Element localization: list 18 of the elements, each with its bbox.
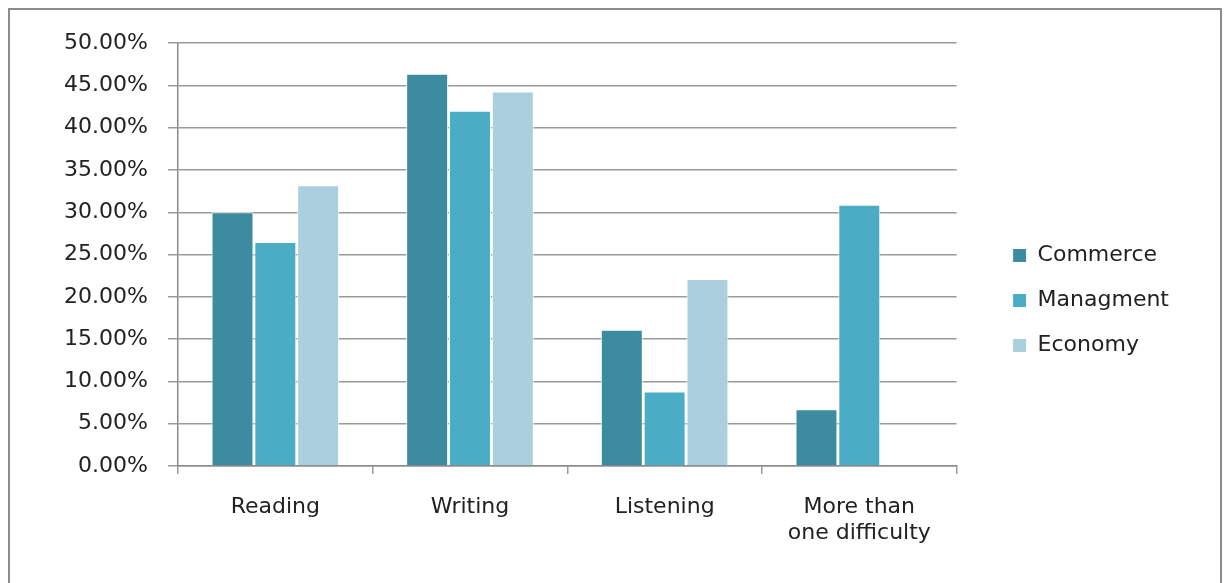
y-tick-label: 25.00% [64,240,148,266]
x-tick-label: More than one difficulty [787,492,931,545]
legend-label: Managment [1037,286,1170,312]
y-tick-label: 35.00% [64,155,148,181]
y-tick-label: 5.00% [78,409,148,435]
legend-label: Commerce [1037,241,1158,267]
y-tick-label: 15.00% [64,324,148,350]
y-tick-label: 40.00% [64,113,148,139]
y-tick-label: 50.00% [64,28,148,54]
y-tick-label: 45.00% [64,71,148,97]
y-tick-label: 10.00% [64,367,148,393]
x-tick-label: Listening [614,492,715,518]
x-tick-label: Reading [230,492,320,518]
y-tick-label: 30.00% [64,198,148,224]
y-tick-label: 20.00% [64,282,148,308]
legend-label: Economy [1037,331,1139,357]
y-tick-label: 0.00% [78,451,148,477]
x-tick-label: Writing [430,492,510,518]
